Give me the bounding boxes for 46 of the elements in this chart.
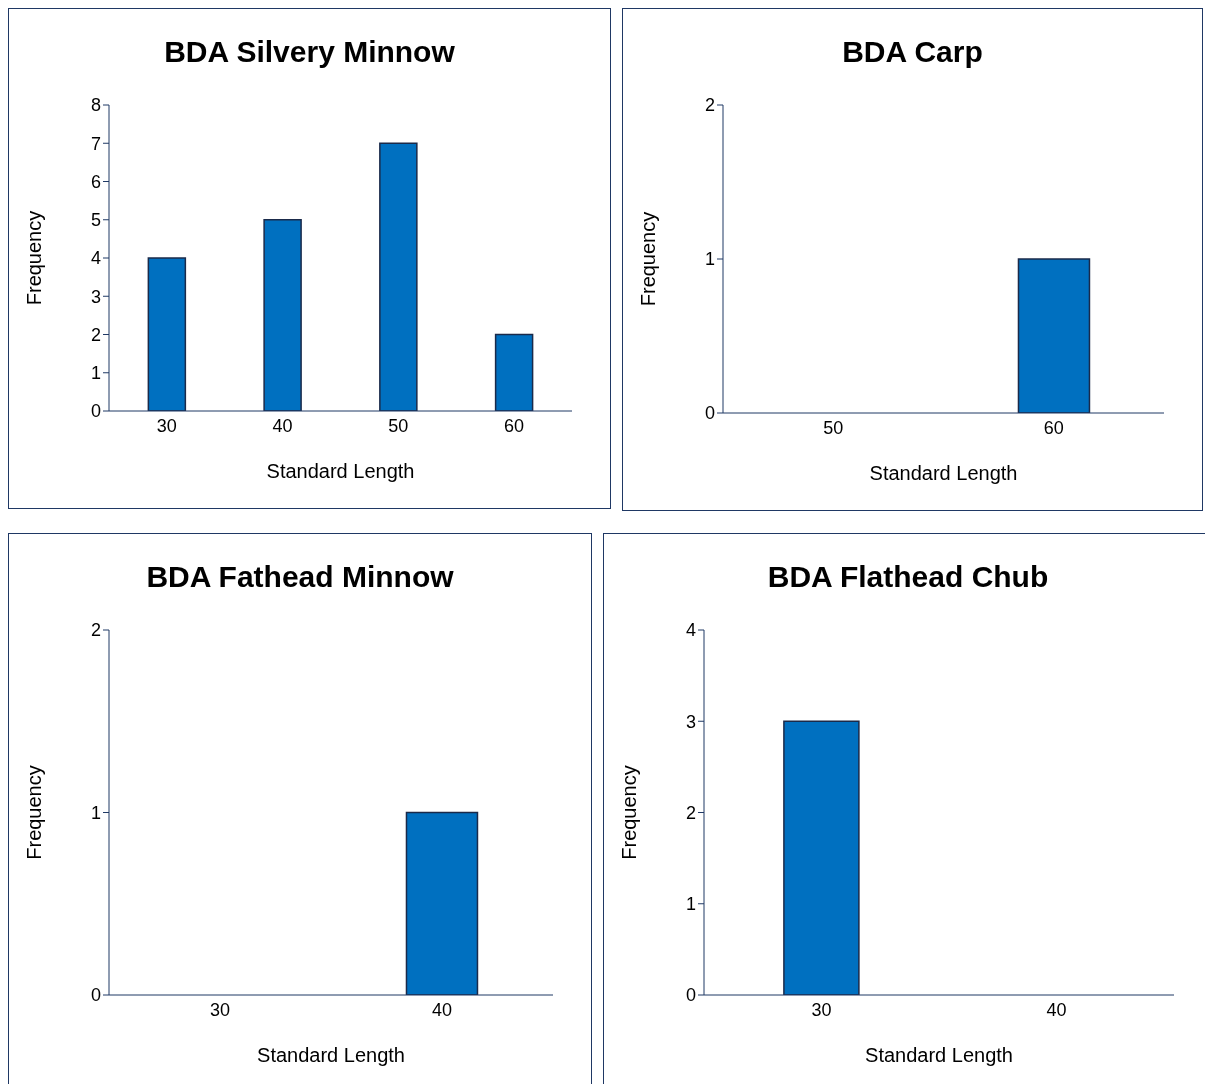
y-tick-label: 7: [90, 133, 101, 154]
y-tick-label: 2: [90, 324, 101, 345]
x-tick-label: 30: [209, 999, 231, 1020]
chart-title: BDA Silvery Minnow: [163, 35, 456, 70]
y-tick-label: 2: [90, 620, 101, 641]
y-tick-label: 0: [685, 985, 696, 1006]
x-tick-label: 60: [1043, 417, 1064, 438]
y-tick-label: 4: [685, 620, 696, 641]
x-tick-label: 50: [823, 417, 844, 438]
y-axis-title: Frequency: [637, 211, 660, 307]
y-tick-label: 3: [90, 286, 101, 307]
x-axis-title: Standard Length: [257, 1044, 405, 1066]
y-tick-label: 8: [90, 95, 101, 116]
x-tick-label: 30: [156, 415, 177, 436]
x-tick-label: 40: [431, 999, 453, 1020]
y-tick-label: 1: [90, 802, 101, 823]
x-tick-label: 40: [272, 415, 293, 436]
y-tick-label: 4: [90, 248, 101, 269]
x-tick-label: 40: [1046, 999, 1067, 1020]
x-tick-label: 60: [504, 415, 525, 436]
y-tick-label: 2: [685, 802, 696, 823]
y-axis-title: Frequency: [23, 210, 46, 306]
x-axis-title: Standard Length: [266, 460, 415, 482]
bar: [147, 257, 187, 411]
y-tick-label: 1: [685, 894, 696, 915]
x-tick-label: 30: [811, 999, 832, 1020]
y-tick-label: 1: [90, 363, 101, 384]
x-axis-title: Standard Length: [865, 1044, 1013, 1066]
y-tick-label: 0: [704, 403, 715, 424]
y-tick-label: 0: [90, 401, 101, 422]
y-tick-label: 1: [704, 249, 715, 270]
y-tick-label: 0: [90, 985, 101, 1006]
y-axis-title: Frequency: [618, 765, 641, 860]
chart-title: BDA Fathead Minnow: [145, 560, 455, 595]
chart-title: BDA Carp: [841, 35, 984, 70]
bar: [379, 142, 418, 411]
y-tick-label: 3: [685, 711, 696, 732]
y-axis-title: Frequency: [23, 765, 46, 860]
bar: [263, 219, 302, 411]
bar: [494, 333, 534, 411]
y-tick-label: 6: [90, 171, 101, 192]
x-axis-title: Standard Length: [869, 462, 1018, 484]
y-tick-label: 5: [90, 210, 101, 231]
x-tick-label: 50: [388, 415, 409, 436]
chart-title: BDA Flathead Chub: [766, 560, 1050, 595]
y-tick-label: 2: [704, 95, 715, 116]
